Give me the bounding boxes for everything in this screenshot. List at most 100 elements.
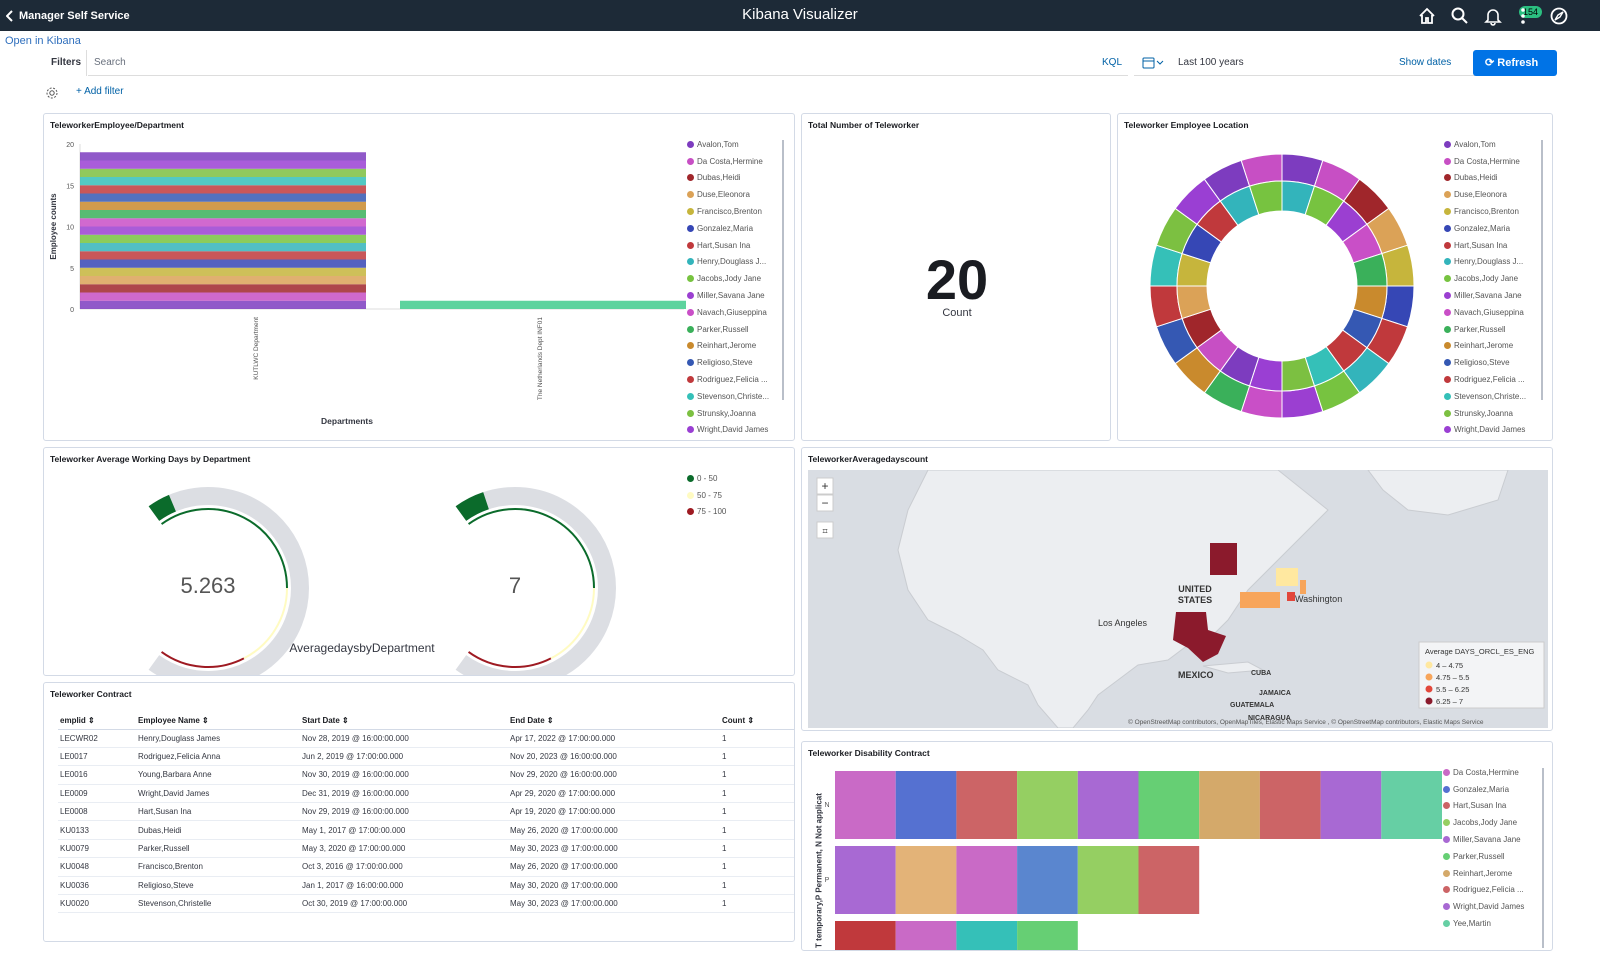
date-picker[interactable]: Last 100 years Show dates	[1134, 50, 1504, 76]
legend-item[interactable]: Gonzalez,Maria	[687, 220, 769, 237]
donut-slice	[1248, 180, 1283, 216]
gear-icon[interactable]	[45, 86, 59, 100]
legend-item[interactable]: Hart,Susan Ina	[687, 237, 769, 254]
legend-item[interactable]: Francisco,Brenton	[1444, 203, 1526, 220]
legend-item[interactable]: Strunsky,Joanna	[687, 405, 769, 422]
legend-item[interactable]: Wright,David James	[1443, 898, 1524, 915]
legend-item[interactable]: Reinhart,Jerome	[687, 338, 769, 355]
map-attribution: © OpenStreetMap contributors, OpenMapTil…	[1128, 718, 1484, 726]
zoom-out-button[interactable]	[816, 494, 834, 512]
legend-item[interactable]: Dubas,Heidi	[687, 170, 769, 187]
legend-item[interactable]: Hart,Susan Ina	[1443, 798, 1524, 815]
refresh-button[interactable]: ⟳ Refresh	[1473, 50, 1557, 76]
legend-scrollbar[interactable]	[1541, 140, 1543, 400]
legend-item[interactable]: Stevenson,Christe...	[1444, 388, 1526, 405]
legend-item[interactable]: Gonzalez,Maria	[1443, 781, 1524, 798]
legend-dot	[687, 224, 694, 232]
search-input[interactable]: Search	[88, 50, 1128, 76]
legend-item[interactable]: Jacobs,Jody Jane	[687, 270, 769, 287]
legend-item[interactable]: 0 - 50	[687, 470, 726, 487]
column-header[interactable]: End Date ⇕	[508, 713, 720, 730]
legend-item[interactable]: 50 - 75	[687, 487, 726, 504]
contract-table: emplid ⇕ Employee Name ⇕ Start Date ⇕ End D…	[58, 713, 794, 914]
bell-icon[interactable]	[1483, 6, 1503, 26]
location-donut-chart	[1149, 153, 1415, 419]
legend-item[interactable]: Duse,Eleonora	[687, 186, 769, 203]
back-button[interactable]: Manager Self Service	[6, 5, 130, 27]
legend-item[interactable]: Dubas,Heidi	[1444, 170, 1526, 187]
legend-item[interactable]: Rodriguez,Felicia ...	[1444, 371, 1526, 388]
legend-item[interactable]: Rodriguez,Felicia ...	[687, 371, 769, 388]
legend-item[interactable]: Jacobs,Jody Jane	[1443, 814, 1524, 831]
legend-item[interactable]: Religioso,Steve	[1444, 354, 1526, 371]
legend-scrollbar[interactable]	[782, 140, 784, 400]
legend-item[interactable]: Reinhart,Jerome	[1444, 338, 1526, 355]
draw-tool-button[interactable]	[816, 521, 834, 539]
more-vertical-icon[interactable]	[1517, 6, 1529, 26]
legend-item[interactable]: Jacobs,Jody Jane	[1444, 270, 1526, 287]
legend-item[interactable]: Miller,Savana Jane	[1443, 831, 1524, 848]
bar-segment	[80, 300, 366, 309]
legend-item[interactable]: Stevenson,Christe...	[687, 388, 769, 405]
legend-item[interactable]: Parker,Russell	[1444, 321, 1526, 338]
panel-title: Total Number of Teleworker	[808, 120, 920, 130]
legend-item[interactable]: Navach,Giuseppina	[687, 304, 769, 321]
region-map[interactable]: + − ⌗ UNITED STATES Los Angeles Washingt…	[808, 470, 1548, 728]
legend-dot	[1444, 174, 1451, 182]
show-dates-link[interactable]: Show dates	[1399, 57, 1452, 68]
legend-item[interactable]: Parker,Russell	[1443, 848, 1524, 865]
legend-item[interactable]: Miller,Savana Jane	[1444, 287, 1526, 304]
legend-item[interactable]: Miller,Savana Jane	[687, 287, 769, 304]
kql-toggle[interactable]: KQL	[1102, 57, 1123, 68]
legend-label: Hart,Susan Ina	[1453, 801, 1507, 811]
legend-item[interactable]: Da Costa,Hermine	[1444, 153, 1526, 170]
legend-item[interactable]: Da Costa,Hermine	[687, 153, 769, 170]
column-header[interactable]: Count ⇕	[720, 713, 794, 730]
bar-segment	[835, 771, 896, 839]
column-header[interactable]: Employee Name ⇕	[136, 713, 300, 730]
legend-label: Miller,Savana Jane	[697, 291, 765, 301]
legend-scrollbar[interactable]	[1542, 768, 1544, 948]
table-cell: Apr 29, 2020 @ 17:00:00.000	[508, 784, 720, 804]
table-cell: LE0008	[58, 802, 136, 822]
legend-item[interactable]: Da Costa,Hermine	[1443, 764, 1524, 781]
legend-item[interactable]: Henry,Douglass J...	[687, 254, 769, 271]
table-cell: Rodriguez,Felicia Anna	[136, 747, 300, 767]
compass-icon[interactable]	[1549, 6, 1569, 26]
column-header[interactable]: emplid ⇕	[58, 713, 136, 730]
legend-item[interactable]: Reinhart,Jerome	[1443, 865, 1524, 882]
legend-item[interactable]: Hart,Susan Ina	[1444, 237, 1526, 254]
legend-item[interactable]: 75 - 100	[687, 504, 726, 521]
legend-item[interactable]: Gonzalez,Maria	[1444, 220, 1526, 237]
legend-label: Gonzalez,Maria	[697, 223, 754, 233]
legend-item[interactable]: Strunsky,Joanna	[1444, 405, 1526, 422]
gauge-value: 5.263	[180, 573, 235, 598]
panel-title: Teleworker Employee Location	[1124, 120, 1249, 130]
legend-item[interactable]: Rodriguez,Felicia ...	[1443, 882, 1524, 899]
bar-segment	[80, 284, 366, 293]
legend-item[interactable]: Religioso,Steve	[687, 354, 769, 371]
table-cell: Oct 3, 2016 @ 17:00:00.000	[300, 857, 508, 877]
legend-item[interactable]: Henry,Douglass J...	[1444, 254, 1526, 271]
zoom-in-button[interactable]	[816, 477, 834, 495]
open-in-kibana-link[interactable]: Open in Kibana	[5, 35, 81, 47]
legend-item[interactable]: Avalon,Tom	[1444, 136, 1526, 153]
legend-label: Jacobs,Jody Jane	[1454, 274, 1519, 284]
legend-item[interactable]: Duse,Eleonora	[1444, 186, 1526, 203]
legend-item[interactable]: Yee,Martin	[1443, 915, 1524, 932]
filters-button[interactable]: Filters	[44, 50, 87, 76]
column-header[interactable]: Start Date ⇕	[300, 713, 508, 730]
legend-item[interactable]: Wright,David James	[1444, 422, 1526, 439]
add-filter-button[interactable]: + Add filter	[76, 86, 124, 97]
legend-item[interactable]: Francisco,Brenton	[687, 203, 769, 220]
legend-item[interactable]: Parker,Russell	[687, 321, 769, 338]
table-row: KU0079 Parker,Russell May 3, 2020 @ 17:00:…	[58, 839, 794, 859]
legend-item[interactable]: Navach,Giuseppina	[1444, 304, 1526, 321]
legend-item[interactable]: Avalon,Tom	[687, 136, 769, 153]
calendar-icon[interactable]	[1142, 56, 1164, 69]
map-legend-dot	[1425, 697, 1433, 705]
home-icon[interactable]	[1417, 6, 1437, 26]
date-range-label[interactable]: Last 100 years	[1178, 57, 1244, 68]
legend-item[interactable]: Wright,David James	[687, 422, 769, 439]
search-icon[interactable]	[1450, 6, 1470, 26]
